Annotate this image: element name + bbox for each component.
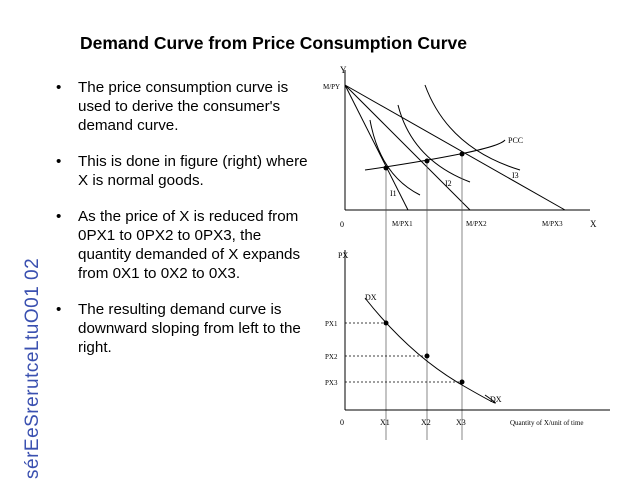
x1-label: X1 xyxy=(380,418,390,427)
i1-label: I1 xyxy=(390,189,397,198)
budget-line-1 xyxy=(344,84,409,211)
bottom-x-axis-label: Quantity of X/unit of time xyxy=(510,419,584,427)
budget-intercept-label: M/PY xyxy=(323,83,340,91)
bullet-symbol: • xyxy=(56,79,62,96)
bullet-symbol: • xyxy=(56,153,62,170)
demand-point-3 xyxy=(459,379,465,385)
slide-title: Demand Curve from Price Consumption Curv… xyxy=(80,33,468,53)
bullet-list: • The price consumption curve is used to… xyxy=(56,78,316,374)
px1-label: PX1 xyxy=(325,320,338,328)
bullet-text: As the price of X is reduced from 0PX1 t… xyxy=(78,208,301,282)
bullet-text: The resulting demand curve is downward s… xyxy=(78,301,301,356)
x-intercept-1: M/PX1 xyxy=(392,220,413,228)
pcc-label: PCC xyxy=(508,136,523,145)
bottom-panel: PX 0 PX1 PX2 PX3 X1 X2 X3 DX DX Quantity… xyxy=(325,250,610,427)
bullet-symbol: • xyxy=(56,301,62,318)
demand-derivation-figure: Y X 0 M/PY PCC I1 I2 I3 M/PX1 M/PX2 M/PX… xyxy=(323,65,610,440)
bullet-text: The price consumption curve is used to d… xyxy=(78,79,289,134)
equilibrium-point-3 xyxy=(459,151,465,157)
top-panel: Y X 0 M/PY PCC I1 I2 I3 M/PX1 M/PX2 M/PX… xyxy=(323,65,597,440)
x-intercept-2: M/PX2 xyxy=(466,220,487,228)
budget-line-3 xyxy=(344,84,566,211)
bullet-item: • The resulting demand curve is downward… xyxy=(56,300,316,357)
equilibrium-point-1 xyxy=(383,165,389,171)
top-x-label: X xyxy=(590,219,597,229)
side-label: sérEeSrerutceLtuO01 02 xyxy=(22,257,43,479)
demand-curve xyxy=(364,297,496,404)
demand-point-2 xyxy=(424,353,430,359)
top-origin: 0 xyxy=(340,220,344,229)
i3-label: I3 xyxy=(512,171,519,180)
equilibrium-point-2 xyxy=(424,158,430,164)
top-y-label: Y xyxy=(340,65,347,75)
x3-label: X3 xyxy=(456,418,466,427)
budget-line-2 xyxy=(344,84,471,211)
bottom-origin: 0 xyxy=(340,418,344,427)
demand-label-top: DX xyxy=(365,293,377,302)
bullet-item: • The price consumption curve is used to… xyxy=(56,78,316,135)
bullet-item: • As the price of X is reduced from 0PX1… xyxy=(56,207,316,283)
indifference-curve-3 xyxy=(424,84,521,171)
side-bar: sérEeSrerutceLtuO01 02 xyxy=(0,0,43,479)
bullet-symbol: • xyxy=(56,208,62,225)
indifference-curve-2 xyxy=(397,104,471,183)
bottom-y-label: PX xyxy=(338,251,348,260)
x2-label: X2 xyxy=(421,418,431,427)
i2-label: I2 xyxy=(445,179,452,188)
bullet-item: • This is done in figure (right) where X… xyxy=(56,152,316,190)
demand-point-1 xyxy=(383,320,389,326)
x-intercept-3: M/PX3 xyxy=(542,220,563,228)
px3-label: PX3 xyxy=(325,379,338,387)
demand-label-bottom: DX xyxy=(490,395,502,404)
bullet-text: This is done in figure (right) where X i… xyxy=(78,153,308,189)
px2-label: PX2 xyxy=(325,353,338,361)
